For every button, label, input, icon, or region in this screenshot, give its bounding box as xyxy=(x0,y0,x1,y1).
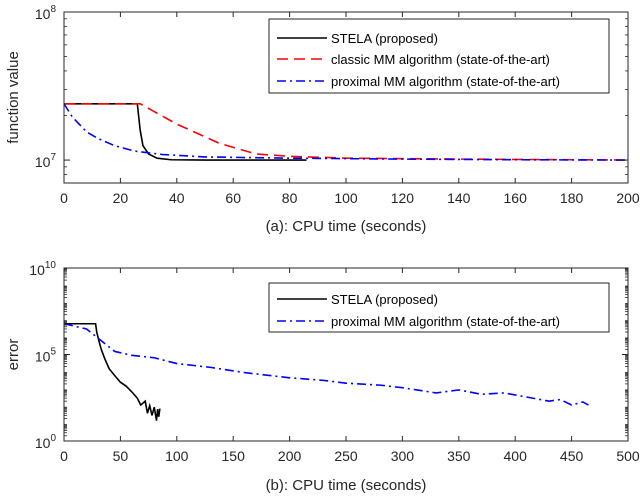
series-line-3 xyxy=(64,103,628,161)
y-axis-label: function value xyxy=(5,51,22,144)
x-tick-label: 50 xyxy=(113,448,129,464)
y-tick-exponent: 7 xyxy=(50,152,56,163)
legend: STELA (proposed) proximal MM algorithm (s… xyxy=(268,282,610,333)
y-tick-exponent: 0 xyxy=(50,433,56,444)
y-tick-label: 100 xyxy=(35,433,57,451)
legend-box xyxy=(268,282,610,333)
x-axis-label: (b): CPU time (seconds) xyxy=(266,477,427,494)
x-axis-label: (a): CPU time (seconds) xyxy=(266,218,427,235)
y-tick-label: 108 xyxy=(35,4,57,22)
x-tick-label: 500 xyxy=(616,448,640,464)
x-tick-label: 400 xyxy=(504,448,528,464)
series-line-2 xyxy=(64,102,628,161)
x-tick-label: 40 xyxy=(169,190,185,206)
chart-panel-2: 0 50 100 150 200 250 300 350 400 450 5001001051010… xyxy=(5,260,640,494)
x-tick-label: 450 xyxy=(560,448,584,464)
y-axis-label: error xyxy=(5,339,22,371)
x-tick-label: 0 xyxy=(60,190,68,206)
legend: STELA (proposed) classic MM algorithm (st… xyxy=(268,18,610,94)
x-tick-label: 100 xyxy=(334,190,358,206)
x-tick-label: 150 xyxy=(222,448,246,464)
legend-entry-label: STELA (proposed) xyxy=(331,31,438,46)
y-tick-label: 1010 xyxy=(29,260,56,278)
series-line-1 xyxy=(64,322,161,421)
y-tick-exponent: 10 xyxy=(45,260,57,271)
series-line-2 xyxy=(64,322,589,406)
x-tick-label: 180 xyxy=(560,190,584,206)
y-tick-exponent: 5 xyxy=(50,347,56,358)
legend-entry-label: STELA (proposed) xyxy=(331,292,438,307)
x-tick-label: 100 xyxy=(165,448,189,464)
x-tick-label: 20 xyxy=(113,190,129,206)
series-line-1 xyxy=(64,102,307,161)
legend-box xyxy=(268,18,610,94)
x-tick-label: 250 xyxy=(334,448,358,464)
x-tick-label: 0 xyxy=(60,448,68,464)
y-tick-label: 107 xyxy=(35,152,57,170)
y-tick-base: 10 xyxy=(35,154,51,170)
x-tick-label: 300 xyxy=(391,448,415,464)
y-tick-label: 105 xyxy=(35,347,57,365)
x-tick-label: 140 xyxy=(447,190,471,206)
x-tick-label: 350 xyxy=(447,448,471,464)
x-tick-label: 200 xyxy=(616,190,640,206)
y-tick-base: 10 xyxy=(35,349,51,365)
legend-entry-label: classic MM algorithm (state-of-the-art) xyxy=(331,52,550,67)
y-tick-base: 10 xyxy=(35,435,51,451)
legend-entry-label: proximal MM algorithm (state-of-the-art) xyxy=(331,314,560,329)
y-tick-base: 10 xyxy=(29,262,45,278)
x-tick-label: 200 xyxy=(278,448,302,464)
legend-entry-label: proximal MM algorithm (state-of-the-art) xyxy=(331,74,560,89)
x-tick-label: 160 xyxy=(504,190,528,206)
x-tick-label: 80 xyxy=(282,190,298,206)
x-tick-label: 120 xyxy=(391,190,415,206)
y-tick-base: 10 xyxy=(35,6,51,22)
y-tick-exponent: 8 xyxy=(50,4,56,15)
x-tick-label: 60 xyxy=(225,190,241,206)
